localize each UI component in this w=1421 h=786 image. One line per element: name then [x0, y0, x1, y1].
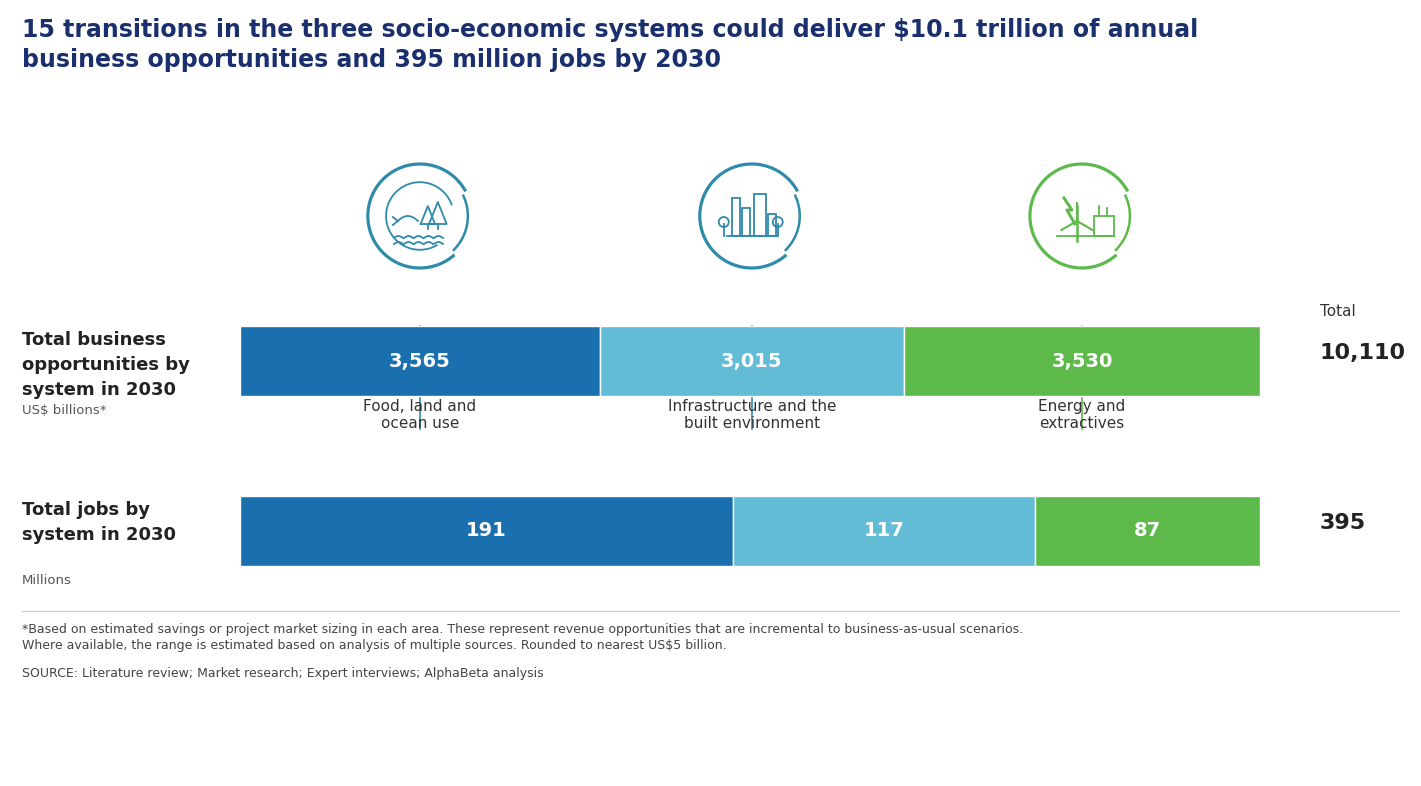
Text: 87: 87	[1134, 521, 1161, 541]
Text: 3,565: 3,565	[389, 351, 450, 370]
Bar	[767, 214, 776, 236]
Text: 117: 117	[864, 521, 905, 541]
Text: 191: 191	[466, 521, 507, 541]
Text: Food, land and
ocean use: Food, land and ocean use	[364, 399, 476, 431]
Text: Total business
opportunities by
system in 2030: Total business opportunities by system i…	[21, 331, 190, 399]
Bar	[753, 194, 766, 236]
Text: Where available, the range is estimated based on analysis of multiple sources. R: Where available, the range is estimated …	[21, 639, 726, 652]
Bar	[600, 326, 904, 396]
Text: 395: 395	[1320, 513, 1366, 533]
Bar	[733, 496, 1036, 566]
Bar	[240, 326, 600, 396]
Bar	[742, 208, 750, 236]
Text: 10,110: 10,110	[1320, 343, 1407, 363]
Text: Total jobs by
system in 2030: Total jobs by system in 2030	[21, 501, 176, 544]
Bar	[904, 326, 1260, 396]
Bar	[240, 496, 733, 566]
Text: Energy and
extractives: Energy and extractives	[1039, 399, 1125, 431]
Bar	[732, 198, 740, 236]
Text: SOURCE: Literature review; Market research; Expert interviews; AlphaBeta analysi: SOURCE: Literature review; Market resear…	[21, 667, 544, 680]
Bar	[1036, 496, 1260, 566]
Text: 3,530: 3,530	[1052, 351, 1113, 370]
Text: 3,015: 3,015	[720, 351, 783, 370]
Text: *Based on estimated savings or project market sizing in each area. These represe: *Based on estimated savings or project m…	[21, 623, 1023, 636]
Text: Infrastructure and the
built environment: Infrastructure and the built environment	[668, 399, 836, 431]
Text: 15 transitions in the three socio-economic systems could deliver $10.1 trillion : 15 transitions in the three socio-econom…	[21, 18, 1198, 72]
Text: Millions: Millions	[21, 574, 72, 587]
Text: Total: Total	[1320, 304, 1356, 319]
Text: US$ billions*: US$ billions*	[21, 404, 107, 417]
Bar	[1094, 216, 1114, 236]
